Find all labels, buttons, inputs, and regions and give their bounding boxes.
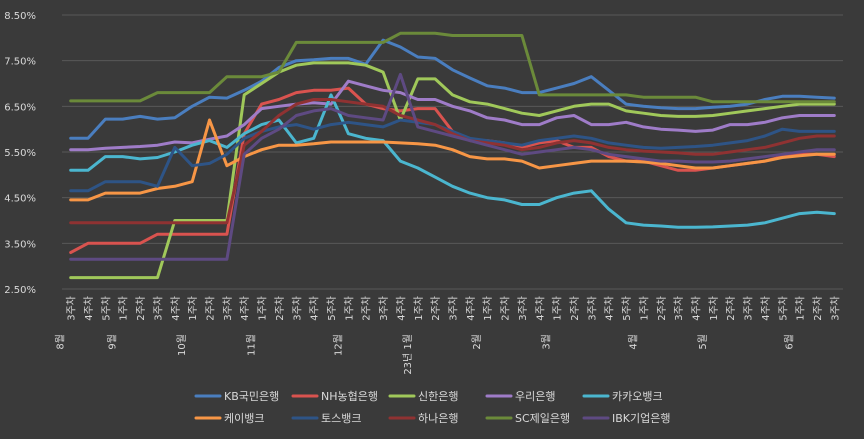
y-tick-label: 5.50% xyxy=(4,148,36,159)
x-tick-label: 4주차 xyxy=(83,296,95,321)
series-line xyxy=(69,31,836,104)
series-line xyxy=(69,38,836,140)
x-tick-label: 4주차 xyxy=(170,296,182,321)
x-month-label: 2월 xyxy=(471,334,483,350)
x-tick-label: 4주차 xyxy=(534,296,546,321)
x-tick-label: 3주차 xyxy=(378,296,390,321)
x-tick-label: 1주차 xyxy=(413,296,425,321)
x-axis-ticks: 3주차 8월 4주차 5주차 1주차 9월 2주차 3주차 4주차 1주차 10월 2주차 3주차 4주차… xyxy=(55,296,842,375)
x-tick-label: 3주차 xyxy=(152,296,164,321)
legend-item: 케이뱅크 xyxy=(194,412,264,425)
legend-label: SC제일은행 xyxy=(515,411,570,425)
x-tick-label: 4주차 xyxy=(604,296,616,321)
x-tick-label: 4주차 xyxy=(395,296,407,321)
x-month-label: 23년 1월 xyxy=(402,334,414,375)
x-tick-label: 5주차 xyxy=(326,296,338,321)
x-tick-label: 1주차 xyxy=(257,296,269,321)
x-tick-label: 1주차 xyxy=(482,296,494,321)
series-line xyxy=(69,79,836,152)
legend-item: 신한은행 xyxy=(388,390,458,403)
x-tick-label: 5주차 xyxy=(777,296,789,321)
legend-label: 케이뱅크 xyxy=(224,412,264,425)
x-tick-label: 2주차 xyxy=(656,296,668,321)
x-month-label: 3월 xyxy=(541,334,553,350)
y-tick-label: 2.50% xyxy=(4,285,36,296)
x-tick-label: 1주차 xyxy=(343,296,355,321)
x-tick-label: 3주차 xyxy=(291,296,303,321)
x-tick-label: 2주차 xyxy=(725,296,737,321)
series-lines xyxy=(69,31,836,280)
x-tick-label: 3주차 xyxy=(517,296,529,321)
legend-item: IBK기업은행 xyxy=(582,412,670,425)
x-tick-label: 4주차 xyxy=(690,296,702,321)
x-tick-label: 2주차 xyxy=(274,296,286,321)
x-tick-label: 5주차 xyxy=(621,296,633,321)
x-tick-label: 1주차 xyxy=(552,296,564,321)
series-line xyxy=(69,118,836,202)
series-line xyxy=(69,118,836,193)
legend-label: KB국민은행 xyxy=(224,390,279,403)
legend-label: IBK기업은행 xyxy=(612,412,670,425)
y-tick-label: 6.50% xyxy=(4,102,36,113)
x-tick-label: 1주차 xyxy=(118,296,130,321)
legend-label: 하나은행 xyxy=(418,411,458,425)
x-tick-label: 2주차 xyxy=(430,296,442,321)
x-tick-label: 4주차 xyxy=(760,296,772,321)
x-month-label: 8월 xyxy=(55,334,67,350)
x-month-label: 11월 xyxy=(246,334,258,356)
x-tick-label: 1주차 xyxy=(638,296,650,321)
x-month-label: 12월 xyxy=(332,334,344,356)
legend-item: 카카오뱅크 xyxy=(582,390,663,403)
legend-label: 카카오뱅크 xyxy=(612,390,663,403)
x-tick-label: 2주차 xyxy=(135,296,147,321)
y-tick-label: 4.50% xyxy=(4,194,36,205)
x-tick-label: 3주차 xyxy=(66,296,78,321)
legend-item: 토스뱅크 xyxy=(291,412,361,425)
x-tick-label: 2주차 xyxy=(205,296,217,321)
legend-item: 하나은행 xyxy=(388,411,458,425)
x-month-label: 4월 xyxy=(627,334,639,350)
x-tick-label: 3주차 xyxy=(586,296,598,321)
x-month-label: 9월 xyxy=(107,334,119,350)
x-tick-label: 3주차 xyxy=(829,296,841,321)
x-tick-label: 2주차 xyxy=(569,296,581,321)
legend-label: 우리은행 xyxy=(515,390,555,403)
x-tick-label: 4주차 xyxy=(239,296,251,321)
x-tick-label: 1주차 xyxy=(795,296,807,321)
x-tick-label: 1주차 xyxy=(708,296,720,321)
legend-label: NH농협은행 xyxy=(321,390,378,403)
series-line xyxy=(69,98,836,225)
y-tick-label: 8.50% xyxy=(4,11,36,22)
legend-item: KB국민은행 xyxy=(194,390,279,403)
legend-item: NH농협은행 xyxy=(291,390,378,403)
x-month-label: 10월 xyxy=(176,334,188,356)
y-tick-label: 3.50% xyxy=(4,239,36,250)
legend-label: 토스뱅크 xyxy=(321,412,361,425)
x-tick-label: 2주차 xyxy=(812,296,824,321)
x-month-label: 6월 xyxy=(784,334,796,350)
x-tick-label: 4주차 xyxy=(309,296,321,321)
x-tick-label: 3주차 xyxy=(448,296,460,321)
y-tick-label: 7.50% xyxy=(4,57,36,68)
series-line xyxy=(69,72,836,261)
x-tick-label: 2주차 xyxy=(500,296,512,321)
legend-item: SC제일은행 xyxy=(485,411,570,425)
x-tick-label: 3주차 xyxy=(673,296,685,321)
y-axis-ticks: 2.50% 3.50% 4.50% 5.50% 6.50% 7.50% 8.50% xyxy=(4,11,36,296)
x-tick-label: 1주차 xyxy=(187,296,199,321)
series-line xyxy=(69,93,836,229)
x-tick-label: 3주차 xyxy=(222,296,234,321)
legend-label: 신한은행 xyxy=(418,390,458,403)
x-tick-label: 4주차 xyxy=(465,296,477,321)
series-line xyxy=(69,61,836,280)
x-tick-label: 2주차 xyxy=(361,296,373,321)
x-tick-label: 3주차 xyxy=(743,296,755,321)
x-month-label: 5월 xyxy=(697,334,709,350)
legend-item: 우리은행 xyxy=(485,390,555,403)
x-tick-label: 5주차 xyxy=(100,296,112,321)
